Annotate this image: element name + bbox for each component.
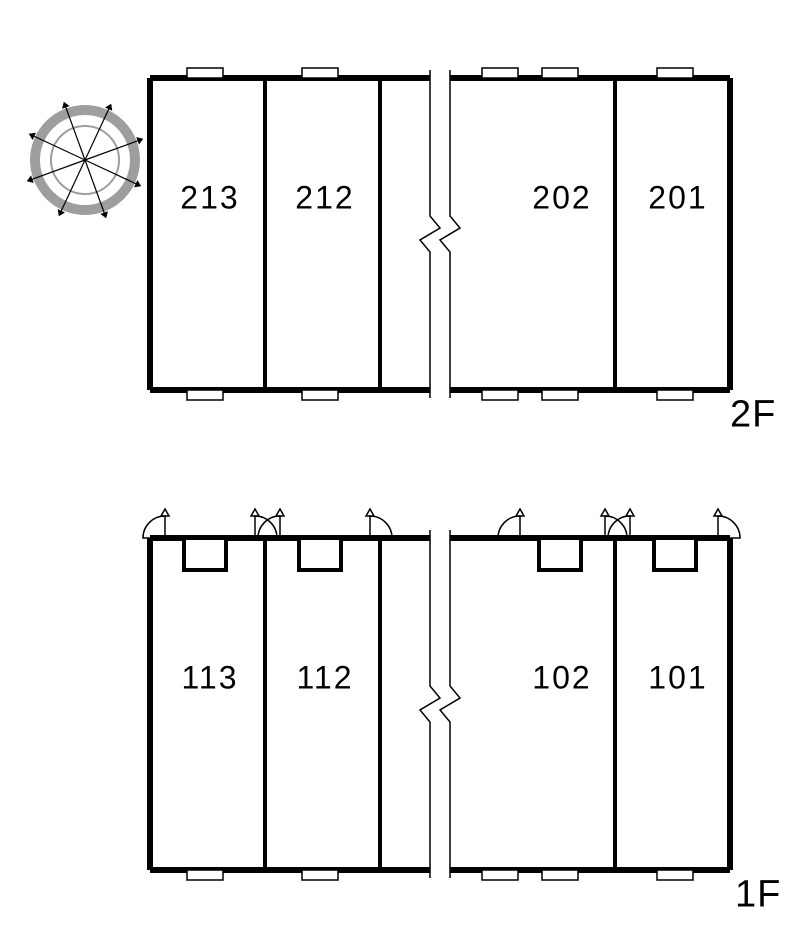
balcony-tab <box>542 390 578 400</box>
compass-icon <box>27 102 144 219</box>
unit-label: 112 <box>296 659 353 695</box>
floor-plan-diagram: 213 212 202 201 2F 113 112 102 101 1F <box>0 0 800 940</box>
balcony-tab <box>302 390 338 400</box>
unit-label: 213 <box>180 179 239 215</box>
balcony-tab <box>302 68 338 78</box>
balcony-tab <box>542 68 578 78</box>
door-icon <box>366 509 392 538</box>
unit-label: 202 <box>532 179 591 215</box>
floor-1F: 113 112 102 101 1F <box>150 538 781 915</box>
balcony-tab <box>187 68 223 78</box>
floor-2F: 213 212 202 201 2F <box>150 78 776 435</box>
balcony-tab <box>187 870 223 880</box>
door-icon <box>714 509 740 538</box>
balcony-tab <box>302 870 338 880</box>
balcony-tab <box>657 870 693 880</box>
unit-label: 201 <box>648 179 707 215</box>
floor-label: 1F <box>735 873 781 915</box>
balcony-tab <box>657 390 693 400</box>
door-icon <box>498 509 524 538</box>
break-mark <box>420 528 460 880</box>
balcony-tab <box>482 870 518 880</box>
entry-notch <box>184 538 226 570</box>
unit-label: 212 <box>295 179 354 215</box>
floor-label: 2F <box>730 393 776 435</box>
balcony-tab <box>542 870 578 880</box>
entry-notch <box>654 538 696 570</box>
unit-label: 102 <box>532 659 591 695</box>
unit-label: 113 <box>181 659 238 695</box>
balcony-tab <box>482 390 518 400</box>
door-icon <box>143 509 169 538</box>
balcony-tab <box>187 390 223 400</box>
break-mark <box>420 68 460 400</box>
unit-label: 101 <box>648 659 707 695</box>
balcony-tab <box>482 68 518 78</box>
balcony-tab <box>657 68 693 78</box>
entry-notch <box>299 538 341 570</box>
entry-notch <box>539 538 581 570</box>
